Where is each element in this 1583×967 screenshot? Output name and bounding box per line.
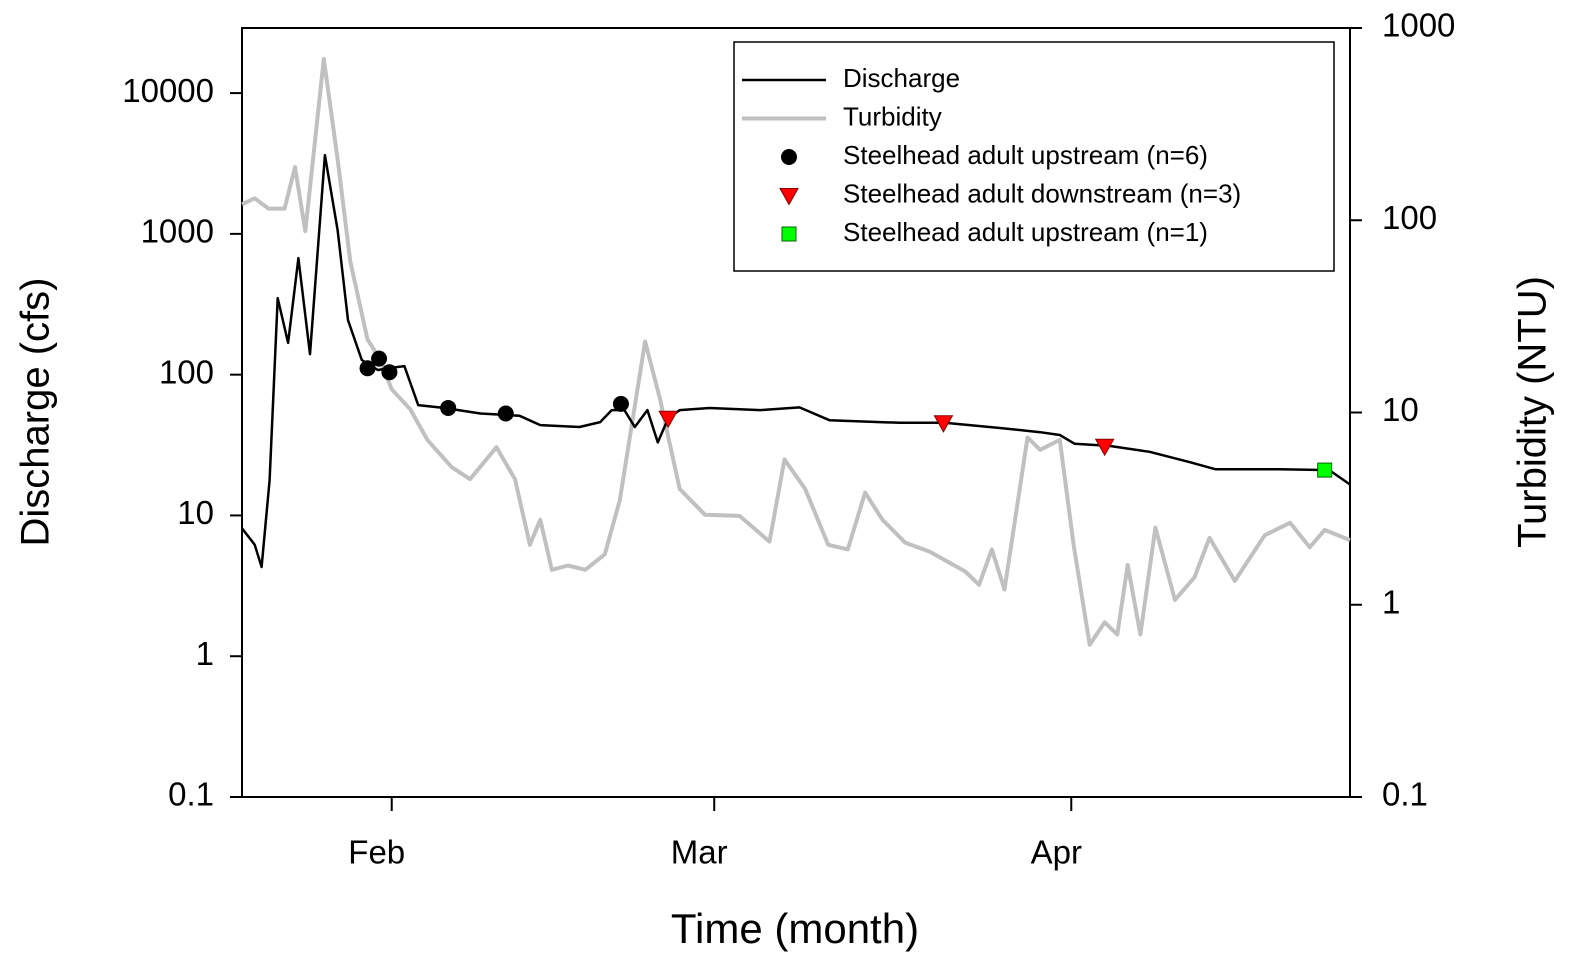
y2-tick-label: 1000 [1382,7,1455,44]
y-tick-label: 1000 [141,213,214,250]
x-axis-label: Time (month) [671,905,919,952]
y-tick-label: 0.1 [168,776,214,813]
y2-tick-label: 100 [1382,199,1437,236]
y-axis-label: Discharge (cfs) [14,278,58,547]
legend-box [733,41,1335,272]
x-tick-label: Apr [1031,834,1082,871]
data-point [658,410,679,429]
legend-label: Turbidity [843,101,942,131]
data-point [497,405,514,422]
data-point [1094,438,1115,457]
legend-swatch [781,149,797,165]
data-point [1317,462,1333,478]
data-point [933,415,954,433]
y-tick-label: 1 [196,635,214,672]
legend-label: Steelhead adult downstream (n=3) [843,178,1241,208]
legend-label: Steelhead adult upstream (n=6) [843,140,1208,170]
y2-tick-label: 1 [1382,583,1400,620]
legend-label: Steelhead adult upstream (n=1) [843,217,1208,247]
y2-axis-label: Turbidity (NTU) [1511,276,1555,548]
x-tick-label: Feb [348,834,405,871]
y-tick-label: 10000 [122,72,214,109]
legend-swatch [779,188,799,206]
data-point [359,360,376,377]
y2-tick-label: 10 [1382,391,1419,428]
x-tick-label: Mar [671,834,728,871]
data-point [381,364,398,381]
y-tick-label: 10 [177,494,214,531]
legend-label: Discharge [843,63,960,93]
data-point [440,399,457,416]
y2-tick-label: 0.1 [1382,776,1428,813]
data-point [612,395,629,412]
y-tick-label: 100 [159,353,214,390]
legend-swatch [781,226,797,242]
data-point [371,350,388,367]
